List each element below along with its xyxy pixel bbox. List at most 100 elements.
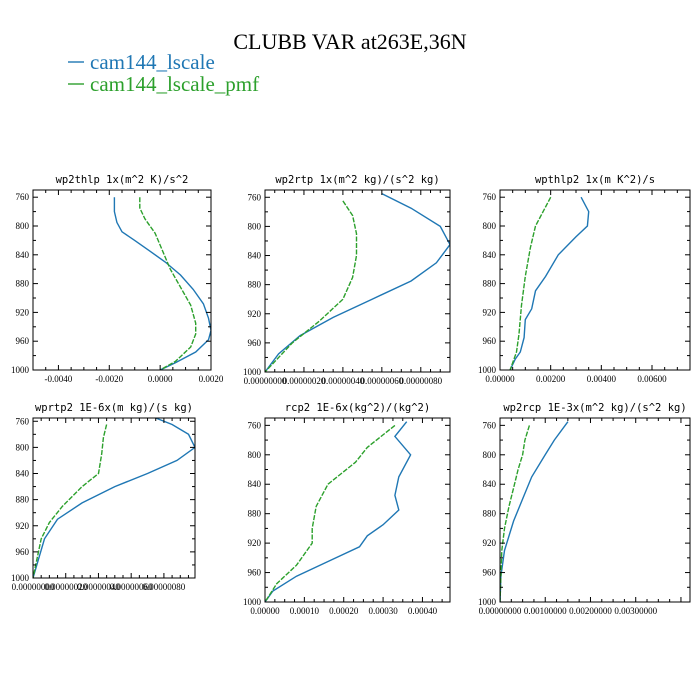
panel-title: wprtp2 1E-6x(m kg)/(s kg) [35, 402, 193, 414]
x-tick-label: 0.00000020 [44, 582, 87, 592]
x-tick-label: 0.00400 [587, 374, 617, 384]
figure-title: CLUBB VAR at263E,36N [233, 29, 466, 54]
x-tick-label: -0.0040 [45, 374, 73, 384]
y-tick-label: 760 [248, 420, 262, 430]
y-tick-label: 960 [248, 338, 262, 348]
x-tick-label: 0.00200 [536, 374, 566, 384]
panel-title: wp2rcp 1E-3x(m^2 kg)/(s^2 kg) [503, 402, 686, 414]
y-tick-label: 1000 [11, 365, 30, 375]
y-tick-label: 920 [16, 521, 30, 531]
series-line-cam144-lscale [500, 421, 569, 602]
panel-3: wpthlp2 1x(m K^2)/s 760 800 840 880 920 960 100… [478, 174, 691, 384]
y-tick-label: 960 [248, 568, 262, 578]
y-tick-label: 960 [16, 547, 30, 557]
x-tick-label: 0.00000080 [399, 376, 442, 386]
x-tick-label: 0.00000000 [479, 606, 522, 616]
panel-title: rcp2 1E-6x(kg^2)/(kg^2) [285, 402, 430, 414]
y-tick-label: 840 [248, 251, 262, 261]
x-tick-label: 0.00000040 [322, 376, 365, 386]
y-tick-label: 920 [248, 309, 262, 319]
legend-entry: cam144_lscale [68, 50, 215, 74]
y-tick-label: 760 [483, 192, 497, 202]
y-tick-label: 800 [248, 221, 262, 231]
x-tick-label: 0.00000000 [12, 582, 55, 592]
panel-4: wprtp2 1E-6x(m kg)/(s kg) 760 800 840 880 920… [11, 402, 196, 592]
series-line-cam144-lscale [33, 418, 195, 578]
panel-2: wp2rtp 1x(m^2 kg)/(s^2 kg) 760 800 840 880 92… [243, 174, 451, 386]
y-tick-label: 920 [248, 538, 262, 548]
panel-5: rcp2 1E-6x(kg^2)/(kg^2) 760 800 840 880 920 96… [243, 402, 451, 616]
y-tick-label: 840 [248, 479, 262, 489]
y-tick-label: 760 [248, 192, 262, 202]
plot-frame [264, 417, 451, 603]
y-tick-label: 920 [16, 307, 30, 317]
x-tick-label: 0.00040 [408, 606, 438, 616]
x-tick-label: 0.00200000 [569, 606, 612, 616]
y-tick-label: 760 [16, 192, 30, 202]
y-tick-label: 800 [16, 221, 30, 231]
legend-entry: cam144_lscale_pmf [68, 72, 259, 96]
panel-title: wp2rtp 1x(m^2 kg)/(s^2 kg) [275, 174, 439, 186]
series-line-cam144-lscale-pmf [33, 424, 108, 578]
x-tick-label: -0.0020 [95, 374, 123, 384]
series-line-cam144-lscale [265, 421, 412, 602]
y-tick-label: 840 [483, 479, 497, 489]
panel-title: wpthlp2 1x(m K^2)/s [535, 174, 655, 186]
series-line-cam144-lscale [113, 197, 211, 370]
x-tick-label: 0.00300000 [614, 606, 657, 616]
y-tick-label: 760 [483, 420, 497, 430]
y-tick-label: 840 [16, 469, 30, 479]
plot-frame [264, 189, 451, 373]
y-tick-label: 960 [483, 336, 497, 346]
y-tick-label: 880 [16, 495, 30, 505]
y-tick-label: 880 [248, 509, 262, 519]
x-tick-label: 0.00600 [637, 374, 667, 384]
y-tick-label: 840 [16, 250, 30, 260]
y-tick-label: 760 [16, 416, 30, 426]
series-line-cam144-lscale-pmf [139, 197, 197, 370]
series-line-cam144-lscale-pmf [509, 196, 552, 370]
y-tick-label: 880 [248, 280, 262, 290]
plot-frame [32, 417, 196, 579]
panel-grid: wp2thlp 1x(m^2 K)/s^2 760 800 840 880 920 960 1… [11, 174, 691, 616]
panel-1: wp2thlp 1x(m^2 K)/s^2 760 800 840 880 920 960 1… [11, 174, 224, 384]
series-line-cam144-lscale [509, 196, 590, 370]
legend-label: cam144_lscale [90, 50, 215, 74]
panel-title: wp2thlp 1x(m^2 K)/s^2 [56, 174, 189, 186]
x-tick-label: 0.00000000 [244, 376, 287, 386]
x-tick-label: 0.0000 [148, 374, 173, 384]
x-tick-label: 0.00010 [290, 606, 320, 616]
y-tick-label: 840 [483, 250, 497, 260]
plot-frame [499, 417, 691, 603]
x-tick-label: 0.00000 [250, 606, 280, 616]
y-tick-label: 1000 [243, 597, 262, 607]
series-line-cam144-lscale [265, 192, 450, 372]
x-tick-label: 0.00020 [329, 606, 359, 616]
x-tick-label: 0.00030 [368, 606, 398, 616]
y-tick-label: 880 [16, 279, 30, 289]
y-tick-label: 1000 [478, 365, 497, 375]
y-tick-label: 920 [483, 538, 497, 548]
plot-frame [499, 189, 691, 371]
y-tick-label: 800 [16, 442, 30, 452]
y-tick-label: 880 [483, 279, 497, 289]
x-tick-label: 0.00000040 [77, 582, 120, 592]
x-tick-label: 0.00000 [485, 374, 515, 384]
x-tick-label: 0.00100000 [524, 606, 567, 616]
y-tick-label: 800 [483, 450, 497, 460]
y-tick-label: 800 [248, 450, 262, 460]
x-tick-label: 0.00000060 [360, 376, 403, 386]
panel-6: wp2rcp 1E-3x(m^2 kg)/(s^2 kg) 760 800 840 88… [478, 402, 691, 616]
series-line-cam144-lscale-pmf [265, 424, 396, 602]
x-tick-label: 0.00000060 [110, 582, 153, 592]
y-tick-label: 1000 [11, 573, 30, 583]
y-tick-label: 960 [483, 568, 497, 578]
y-tick-label: 1000 [243, 367, 262, 377]
y-tick-label: 800 [483, 221, 497, 231]
series-line-cam144-lscale-pmf [265, 200, 358, 372]
y-tick-label: 1000 [478, 597, 497, 607]
x-tick-label: 0.0020 [199, 374, 224, 384]
x-tick-label: 0.00000020 [283, 376, 326, 386]
